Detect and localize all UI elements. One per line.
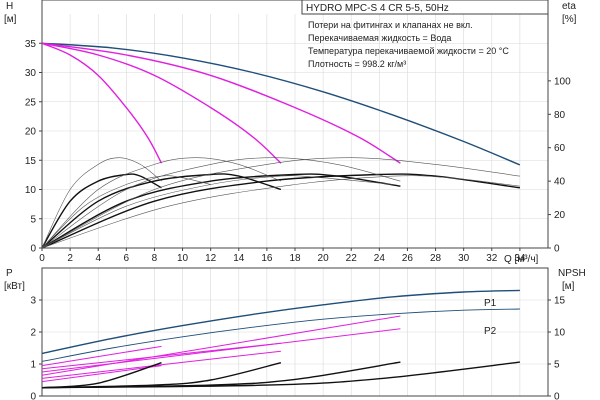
x-tick-label: 34 [514, 253, 526, 264]
top-y-left-label: H [6, 1, 13, 12]
bottom-series-reduced-5 [41, 315, 401, 376]
bottom-grid [41, 268, 548, 397]
top-y-left-tick-label: 30 [25, 68, 37, 79]
bottom-y-right-unit: [м] [562, 281, 575, 292]
bottom-y-left-unit: [кВт] [4, 281, 25, 292]
bottom-series-reduced-4 [41, 328, 401, 373]
top-y-right-tick-label: 40 [554, 177, 566, 188]
x-tick-label: 2 [67, 253, 73, 264]
x-tick-label: 32 [486, 253, 498, 264]
series-label-p2: P2 [484, 326, 497, 337]
top-series-eta_thin-11 [41, 157, 520, 249]
bottom-series-p1-0 [41, 289, 520, 355]
top-series-eta_thin-9 [41, 157, 282, 249]
x-tick-label: 30 [458, 253, 470, 264]
bottom-y-right-tick-label: 15 [554, 296, 566, 307]
x-tick-label: 0 [39, 253, 45, 264]
bottom-series-npsh-11 [41, 361, 520, 389]
top-series-eta_thin-13 [41, 175, 394, 249]
annotation-line-1: Потери на фитингах и клапанах не вкл. [308, 20, 473, 30]
bottom-series-p2-1 [41, 308, 520, 362]
top-series-head_reduced-3 [41, 42, 401, 164]
top-y-right-unit: [%] [562, 14, 577, 25]
x-tick-label: 24 [374, 253, 386, 264]
annotation-line-3: Температура перекачиваемой жидкости = 20… [308, 46, 509, 56]
top-y-left-tick-label: 35 [25, 39, 37, 50]
x-tick-label: 20 [318, 253, 330, 264]
bottom-y-right-tick-label: 0 [554, 392, 560, 400]
title-box [301, 0, 549, 15]
bottom-y-right-label: NPSH [558, 268, 586, 279]
x-tick-label: 14 [233, 253, 245, 264]
top-series-eta-5 [41, 173, 282, 249]
top-series-eta_thin-10 [41, 157, 401, 249]
bottom-y-left-tick-label: 2 [30, 328, 36, 339]
x-tick-label: 10 [177, 253, 189, 264]
bottom-series-reduced-7 [41, 365, 162, 383]
bottom-y-left-label: P [6, 268, 13, 279]
x-tick-label: 28 [430, 253, 442, 264]
top-y-left-tick-label: 20 [25, 127, 37, 138]
top-series-group [41, 42, 521, 249]
top-series-eta-4 [41, 173, 162, 249]
bottom-series-reduced-6 [41, 350, 281, 379]
top-series-eta_thin-14 [41, 175, 520, 249]
top-series-head_reduced-2 [41, 42, 282, 164]
top-series-eta-6 [41, 173, 401, 249]
x-axis-label: Q [м³/ч] [504, 254, 539, 265]
top-ticks: 0 2 4 6 8 10 12 14 16 18 20 22 24 26 28 30 32 34051015202… [25, 39, 571, 264]
top-y-right-tick-label: 100 [554, 76, 571, 87]
bottom-series-reduced-2 [41, 345, 162, 367]
series-label-p1: P1 [484, 298, 497, 309]
top-y-left-tick-label: 5 [30, 214, 36, 225]
annotation-line-4: Плотность = 998.2 кг/м³ [308, 59, 406, 69]
bottom-y-left-tick-label: 0 [30, 392, 36, 400]
bottom-y-left-tick-label: 3 [30, 296, 36, 307]
top-y-left-unit: [м] [4, 14, 17, 25]
bottom-y-right-tick-label: 5 [554, 360, 560, 371]
top-y-right-tick-label: 60 [554, 143, 566, 154]
bottom-y-left-tick-label: 1 [30, 360, 36, 371]
top-y-right-label: eta [562, 1, 576, 12]
top-y-left-tick-label: 25 [25, 97, 37, 108]
top-y-left-tick-label: 15 [25, 156, 37, 167]
x-tick-label: 26 [402, 253, 414, 264]
top-series-eta-7 [41, 173, 520, 249]
bottom-ticks: 0 1 2 3 0 5 10 15 [30, 296, 565, 400]
x-tick-label: 6 [124, 253, 130, 264]
x-tick-label: 16 [261, 253, 273, 264]
top-series-head_max-0 [41, 42, 521, 166]
top-series-eta_thin-12 [41, 175, 211, 249]
chart-title: HYDRO MPC-S 4 CR 5-5, 50Hz [306, 3, 449, 14]
x-tick-label: 12 [205, 253, 217, 264]
x-tick-label: 18 [289, 253, 301, 264]
top-y-right-tick-label: 0 [554, 244, 560, 255]
annotation-line-2: Перекачиваемая жидкость = Вода [308, 33, 451, 43]
top-grid [41, 14, 548, 249]
top-y-right-tick-label: 20 [554, 210, 566, 221]
top-series-eta_thin-8 [41, 157, 162, 249]
top-series-head_reduced-1 [41, 42, 163, 164]
top-y-left-tick-label: 0 [30, 244, 36, 255]
x-tick-label: 8 [152, 253, 158, 264]
bottom-y-right-tick-label: 10 [554, 328, 566, 339]
top-y-left-tick-label: 10 [25, 185, 37, 196]
x-tick-label: 4 [95, 253, 101, 264]
x-tick-label: 22 [346, 253, 358, 264]
bottom-series-group [41, 289, 520, 389]
top-y-right-tick-label: 80 [554, 110, 566, 121]
